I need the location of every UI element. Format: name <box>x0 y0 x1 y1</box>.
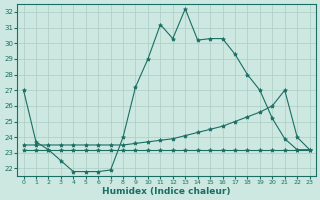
X-axis label: Humidex (Indice chaleur): Humidex (Indice chaleur) <box>102 187 231 196</box>
